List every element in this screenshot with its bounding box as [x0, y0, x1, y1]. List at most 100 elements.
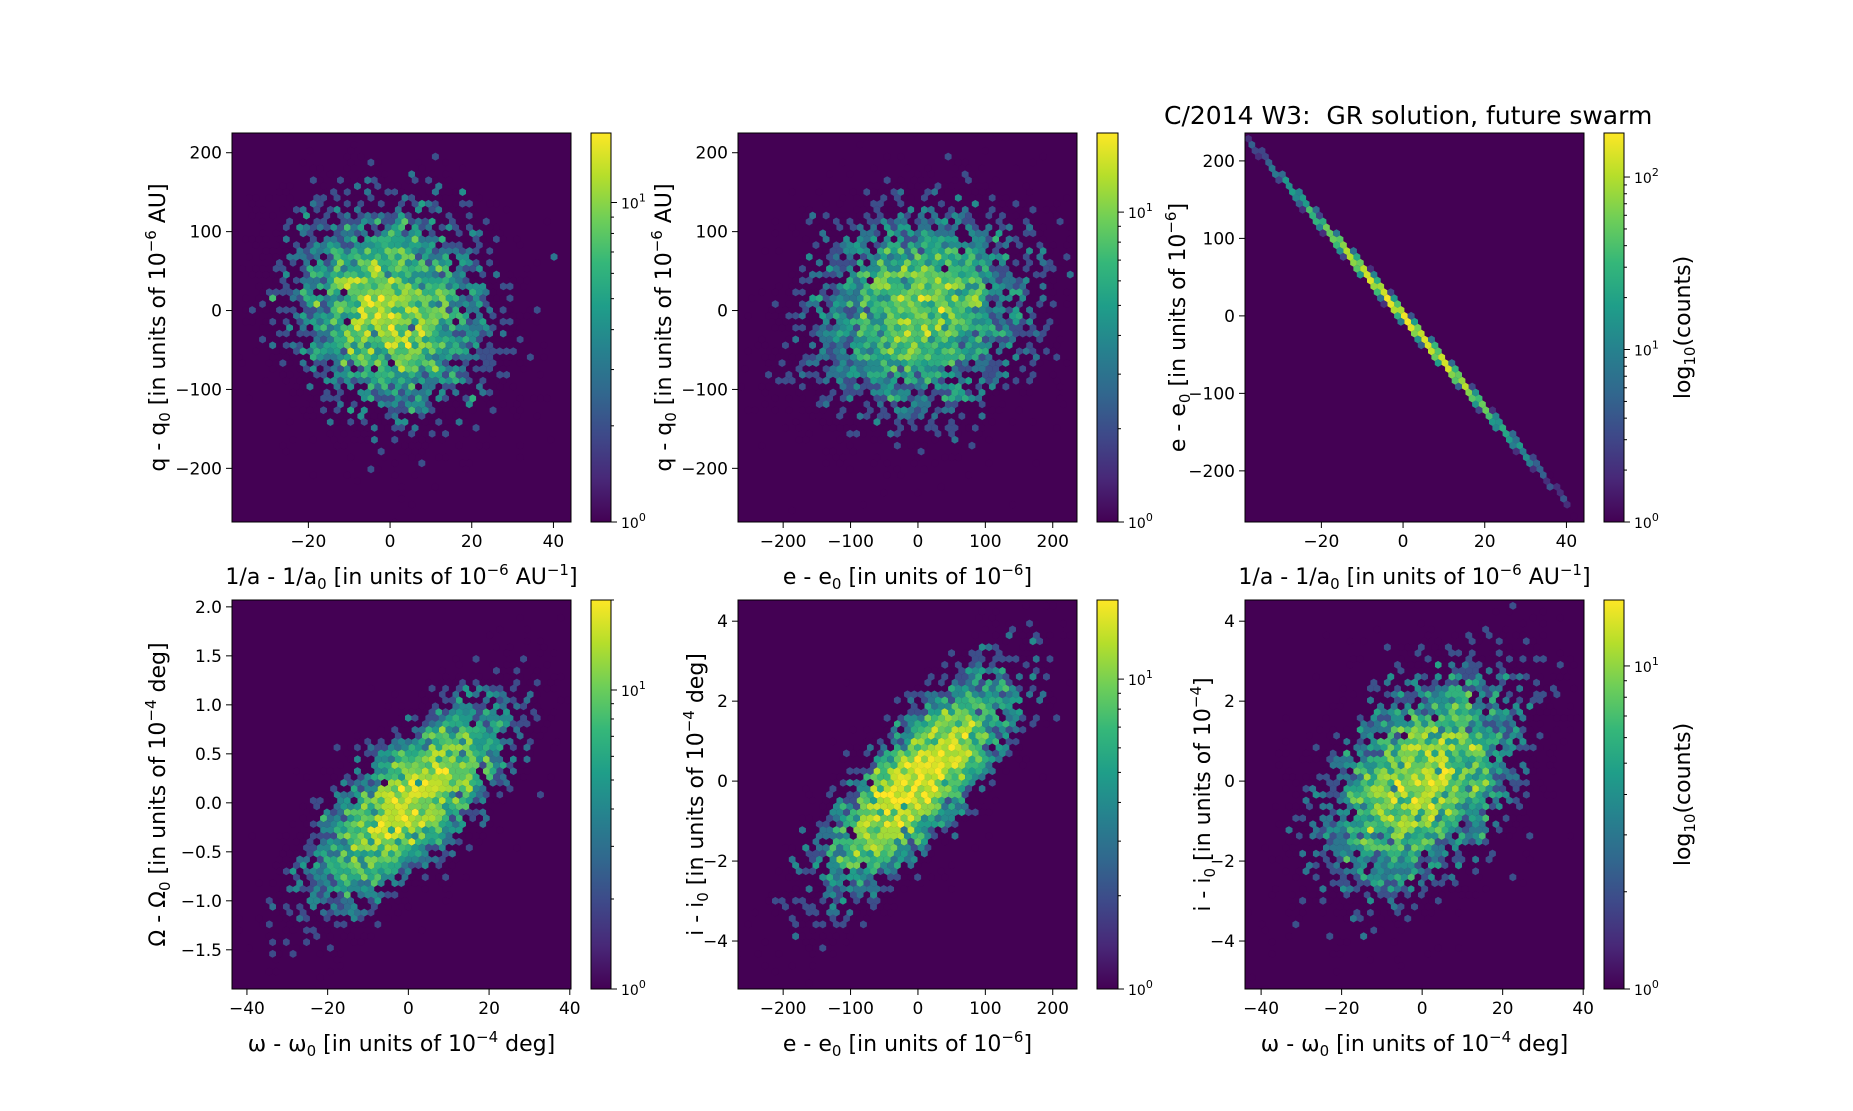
hexbin-cell — [316, 855, 324, 864]
hexbin-cell — [802, 784, 810, 793]
x-tick-label: 40 — [543, 532, 565, 552]
hexbin-cell — [425, 223, 433, 232]
hexbin-cell — [978, 211, 986, 220]
hexbin-cell — [384, 211, 392, 220]
hexbin-cell — [1543, 477, 1551, 485]
hexbin-cell — [1002, 252, 1010, 261]
hexbin-cell — [374, 170, 382, 179]
hexbin-cell — [550, 672, 558, 681]
hexbin-cell — [296, 365, 304, 373]
hexbin-cell — [452, 270, 460, 279]
hexbin-cell — [893, 276, 901, 285]
hexbin-cell — [381, 193, 388, 202]
hexbin-cell — [350, 164, 358, 173]
hexbin-cell — [333, 370, 341, 379]
hexbin-cell — [890, 400, 898, 409]
hexbin-cell — [934, 743, 942, 752]
hexbin-cell — [809, 365, 816, 373]
hexbin-cell — [971, 223, 979, 232]
hexbin-cell — [425, 843, 433, 852]
hexbin-cell — [465, 258, 473, 267]
hexbin-cell — [1251, 146, 1259, 155]
hexbin-cell — [415, 861, 422, 870]
hexbin-cell — [448, 264, 456, 273]
hexbin-cell — [1499, 423, 1507, 432]
hexbin-cell — [792, 418, 800, 426]
hexbin-cell — [391, 412, 399, 421]
hexbin-cell — [272, 264, 280, 273]
hexbin-cell — [354, 908, 361, 917]
hexbin-cell — [303, 914, 310, 923]
hexbin-cell — [272, 229, 280, 238]
hexbin-cell — [479, 341, 487, 350]
hexbin-cell — [320, 217, 327, 226]
hexbin-cell — [951, 211, 959, 220]
hexbin-cell — [320, 241, 327, 250]
hexbin-cell — [421, 229, 429, 238]
hexbin-cell — [421, 755, 429, 764]
hexbin-cell — [337, 353, 344, 362]
hexbin-cell — [350, 270, 358, 279]
hexbin-cell — [377, 317, 385, 326]
hexbin-cell — [839, 826, 847, 834]
hexbin-cell — [330, 400, 338, 409]
hexbin-cell — [347, 802, 355, 811]
hexbin-cell — [347, 743, 355, 752]
hexbin-cell — [431, 714, 439, 722]
hexbin-cell — [411, 199, 419, 208]
hexbin-cell — [975, 264, 983, 273]
hexbin-cell — [442, 347, 449, 356]
hexbin-cell — [320, 908, 327, 917]
hexbin-cell — [245, 252, 253, 261]
colorbar-tick-label: 101 — [1128, 201, 1153, 222]
y-tick-label: −100 — [175, 380, 222, 400]
hexbin-cell — [499, 773, 507, 781]
hexbin-cell — [931, 761, 939, 770]
hexbin-cell — [921, 826, 928, 834]
hexbin-cell — [937, 725, 945, 734]
hexbin-cell — [431, 188, 439, 196]
hexbin-cell — [465, 843, 473, 852]
hexbin-cell — [846, 908, 854, 917]
hexbin-cell — [761, 938, 769, 947]
hexbin-cell — [360, 418, 368, 426]
hexbin-cell — [873, 288, 881, 297]
hexbin-cell — [992, 247, 1000, 255]
hexbin-cell — [982, 335, 989, 344]
hexbin-cell — [958, 294, 966, 303]
hexbin-cell — [910, 855, 918, 864]
hexbin-cell — [476, 193, 483, 202]
hexbin-cell — [995, 276, 1003, 285]
axes-frame — [231, 599, 572, 990]
hexbin-cell — [846, 767, 854, 776]
hexbin-cell — [900, 849, 908, 858]
hexbin-cell — [910, 400, 918, 409]
hexbin-cell — [890, 282, 898, 291]
hexbin-cell — [890, 737, 898, 746]
hexbin-cell — [900, 767, 908, 776]
hexbin-cell — [445, 294, 453, 303]
hexbin-cell — [975, 743, 983, 752]
hexbin-cell — [866, 229, 874, 238]
hexbin-cell — [931, 808, 939, 817]
hexbin-cell — [1390, 294, 1398, 303]
hexbin-cell — [948, 684, 955, 693]
hexbin-cell — [377, 223, 385, 232]
hexbin-cell — [445, 725, 453, 734]
hexbin-cell — [992, 749, 1000, 758]
hexbin-cell — [360, 276, 368, 285]
hexbin-cell — [421, 429, 429, 438]
hexbin-cell — [1356, 270, 1364, 279]
hexbin-cell — [921, 778, 928, 787]
hexbin-cell — [438, 678, 446, 687]
hexbin-cell — [323, 247, 331, 255]
hexbin-cell — [931, 388, 939, 397]
hexbin-cell — [988, 288, 996, 297]
hexbin-cell — [330, 353, 338, 362]
hexbin-cell — [907, 394, 915, 403]
hexbin-cell — [839, 229, 847, 238]
hexbin-cell — [910, 247, 918, 255]
hexbin-cell — [836, 270, 844, 279]
hexbin-cell — [428, 311, 436, 320]
hexbin-cell — [282, 447, 290, 456]
